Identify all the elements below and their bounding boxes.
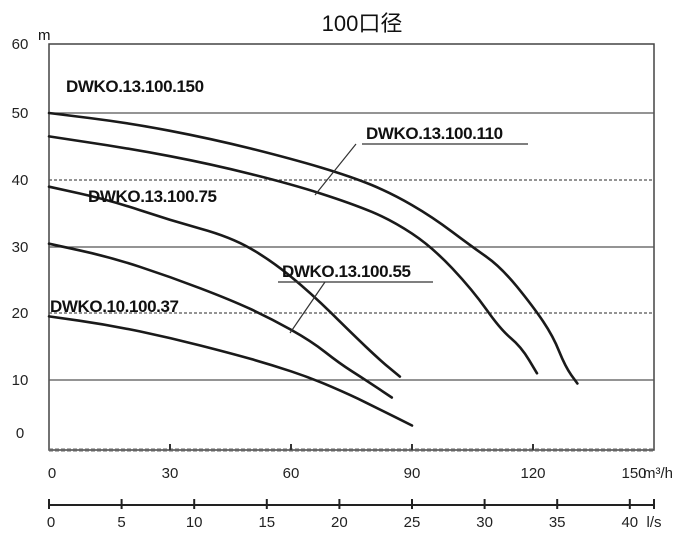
x-tick-label: 30: [162, 465, 179, 482]
x2-tick-label: 0: [47, 514, 55, 531]
curve-dwko-13-100-150: [47, 111, 579, 385]
x-axis-unit: m³/h: [643, 465, 673, 482]
chart-title: 100口径: [322, 11, 403, 36]
x-tick-label: 150: [621, 465, 646, 482]
y-tick-label: 40: [12, 172, 29, 189]
curve-dwko-10-100-37: [47, 315, 414, 427]
y-tick-label: 10: [12, 372, 29, 389]
y-tick-label: 50: [12, 105, 29, 122]
y-tick-label: 30: [12, 239, 29, 256]
label-leader-line: [289, 281, 326, 334]
x2-tick-label: 5: [117, 514, 125, 531]
x2-tick-label: 20: [331, 514, 348, 531]
x2-tick-label: 30: [476, 514, 493, 531]
y-tick-label: 0: [16, 425, 24, 442]
x2-axis-unit: l/s: [647, 514, 662, 531]
x2-tick-label: 15: [258, 514, 275, 531]
x2-tick-label: 10: [186, 514, 203, 531]
x2-tick-label: 25: [404, 514, 421, 531]
curve-dwko-13-100-110: [47, 135, 539, 375]
y-axis-unit: m: [38, 27, 51, 44]
y-tick-label: 20: [12, 305, 29, 322]
x-tick-label: 120: [520, 465, 545, 482]
curve-dwko-13-100-75: [47, 185, 402, 378]
curve-label-dwko-13-100-55: DWKO.13.100.55: [282, 262, 411, 281]
x2-tick-label: 35: [549, 514, 566, 531]
y-tick-label: 60: [12, 36, 29, 53]
curve-label-dwko-10-100-37: DWKO.10.100.37: [50, 297, 179, 316]
x-tick-label: 90: [404, 465, 421, 482]
x2-tick-label: 40: [621, 514, 638, 531]
label-leader-line: [314, 143, 357, 196]
x-tick-label: 0: [48, 465, 56, 482]
curve-label-dwko-13-100-75: DWKO.13.100.75: [88, 187, 217, 206]
curve-dwko-13-100-55: [47, 242, 394, 399]
curve-label-dwko-13-100-110: DWKO.13.100.110: [366, 124, 503, 143]
x-tick-label: 60: [283, 465, 300, 482]
curve-label-dwko-13-100-150: DWKO.13.100.150: [66, 77, 204, 96]
